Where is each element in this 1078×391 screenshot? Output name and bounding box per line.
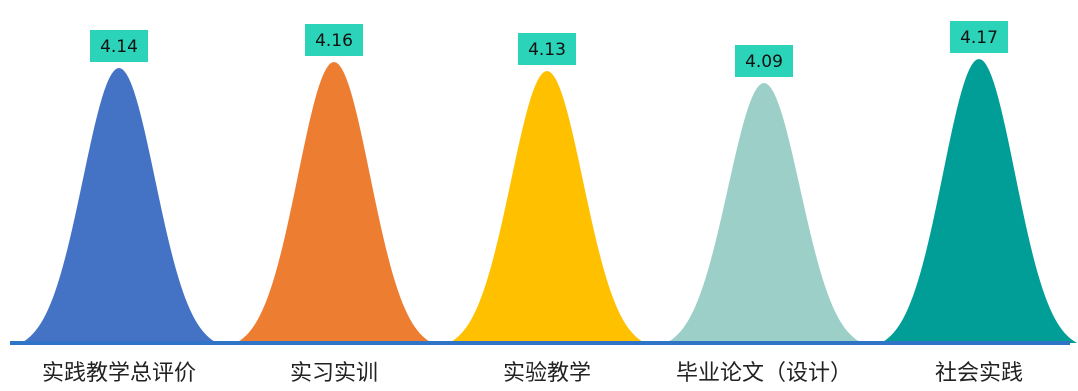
- value-label-box-1: [90, 30, 148, 62]
- value-label-box-4: [735, 45, 793, 77]
- value-label-box-3: [518, 33, 576, 65]
- value-label-box-2: [305, 24, 363, 56]
- bell-peak-4: [666, 83, 862, 343]
- category-labels-layer: 实践教学总评价 实习实训 实验教学 毕业论文（设计） 社会实践: [42, 361, 1023, 386]
- value-label-1: 4.14: [100, 37, 138, 57]
- value-labels-layer: 4.14 4.16 4.13 4.09 4.17: [90, 21, 1008, 77]
- category-label-1: 实践教学总评价: [42, 361, 196, 386]
- value-label-5: 4.17: [960, 28, 998, 48]
- bell-peak-1: [21, 68, 217, 343]
- bell-peak-3: [449, 71, 645, 343]
- category-label-3: 实验教学: [503, 361, 591, 386]
- value-label-4: 4.09: [745, 52, 783, 72]
- category-label-2: 实习实训: [290, 361, 378, 386]
- value-label-box-5: [950, 21, 1008, 53]
- bell-peak-2: [236, 62, 432, 343]
- bell-peak-5: [881, 59, 1077, 343]
- category-label-5: 社会实践: [935, 361, 1023, 386]
- peaks-layer: [21, 59, 1077, 343]
- category-label-4: 毕业论文（设计）: [676, 361, 852, 386]
- value-label-3: 4.13: [528, 40, 566, 60]
- value-label-2: 4.16: [315, 31, 353, 51]
